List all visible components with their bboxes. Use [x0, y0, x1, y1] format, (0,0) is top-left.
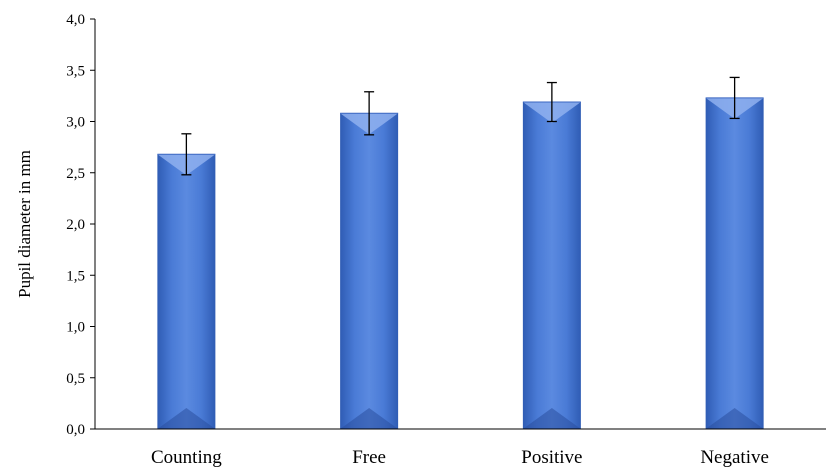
y-axis: 0,0 0,5 1,0 1,5 2,0 2,5 3,0 3,5 4,0: [66, 12, 95, 438]
error-bar-positive: [546, 81, 557, 123]
error-bar-counting: [181, 133, 192, 176]
bar: [705, 97, 764, 430]
error-bars: [181, 76, 740, 176]
bar-bottom-facet: [522, 408, 581, 429]
x-tick-label-positive: Positive: [521, 447, 582, 467]
y-tick-label: 4,0: [66, 12, 85, 28]
y-tick-label: 2,0: [66, 217, 85, 233]
bar-bottom-facet: [157, 408, 216, 429]
y-tick-label: 0,5: [66, 371, 85, 387]
y-axis-title: Pupil diameter in mm: [15, 150, 34, 298]
bar-bottom-facet: [705, 408, 764, 429]
bar-counting: [157, 153, 216, 430]
bar: [522, 102, 581, 430]
y-tick-label: 3,5: [66, 63, 85, 79]
bar-positive: [522, 101, 581, 430]
x-tick-label-free: Free: [352, 447, 386, 467]
x-axis-labels: Counting Free Positive Negative: [151, 447, 769, 467]
y-tick-label: 2,5: [66, 166, 85, 182]
bar: [340, 113, 399, 430]
bars: [157, 97, 764, 430]
error-bar-negative: [729, 76, 740, 120]
y-tick-label: 1,0: [66, 320, 85, 336]
bar-free: [340, 112, 399, 430]
y-tick-label: 1,5: [66, 268, 85, 284]
x-tick-label-counting: Counting: [151, 447, 222, 467]
error-bar-free: [364, 91, 375, 136]
y-tick-label: 3,0: [66, 115, 85, 131]
y-tick-label: 0,0: [66, 422, 85, 438]
bar-negative: [705, 97, 764, 430]
x-tick-label-negative: Negative: [700, 447, 769, 467]
bar: [157, 154, 216, 430]
bar-bottom-facet: [340, 408, 399, 429]
